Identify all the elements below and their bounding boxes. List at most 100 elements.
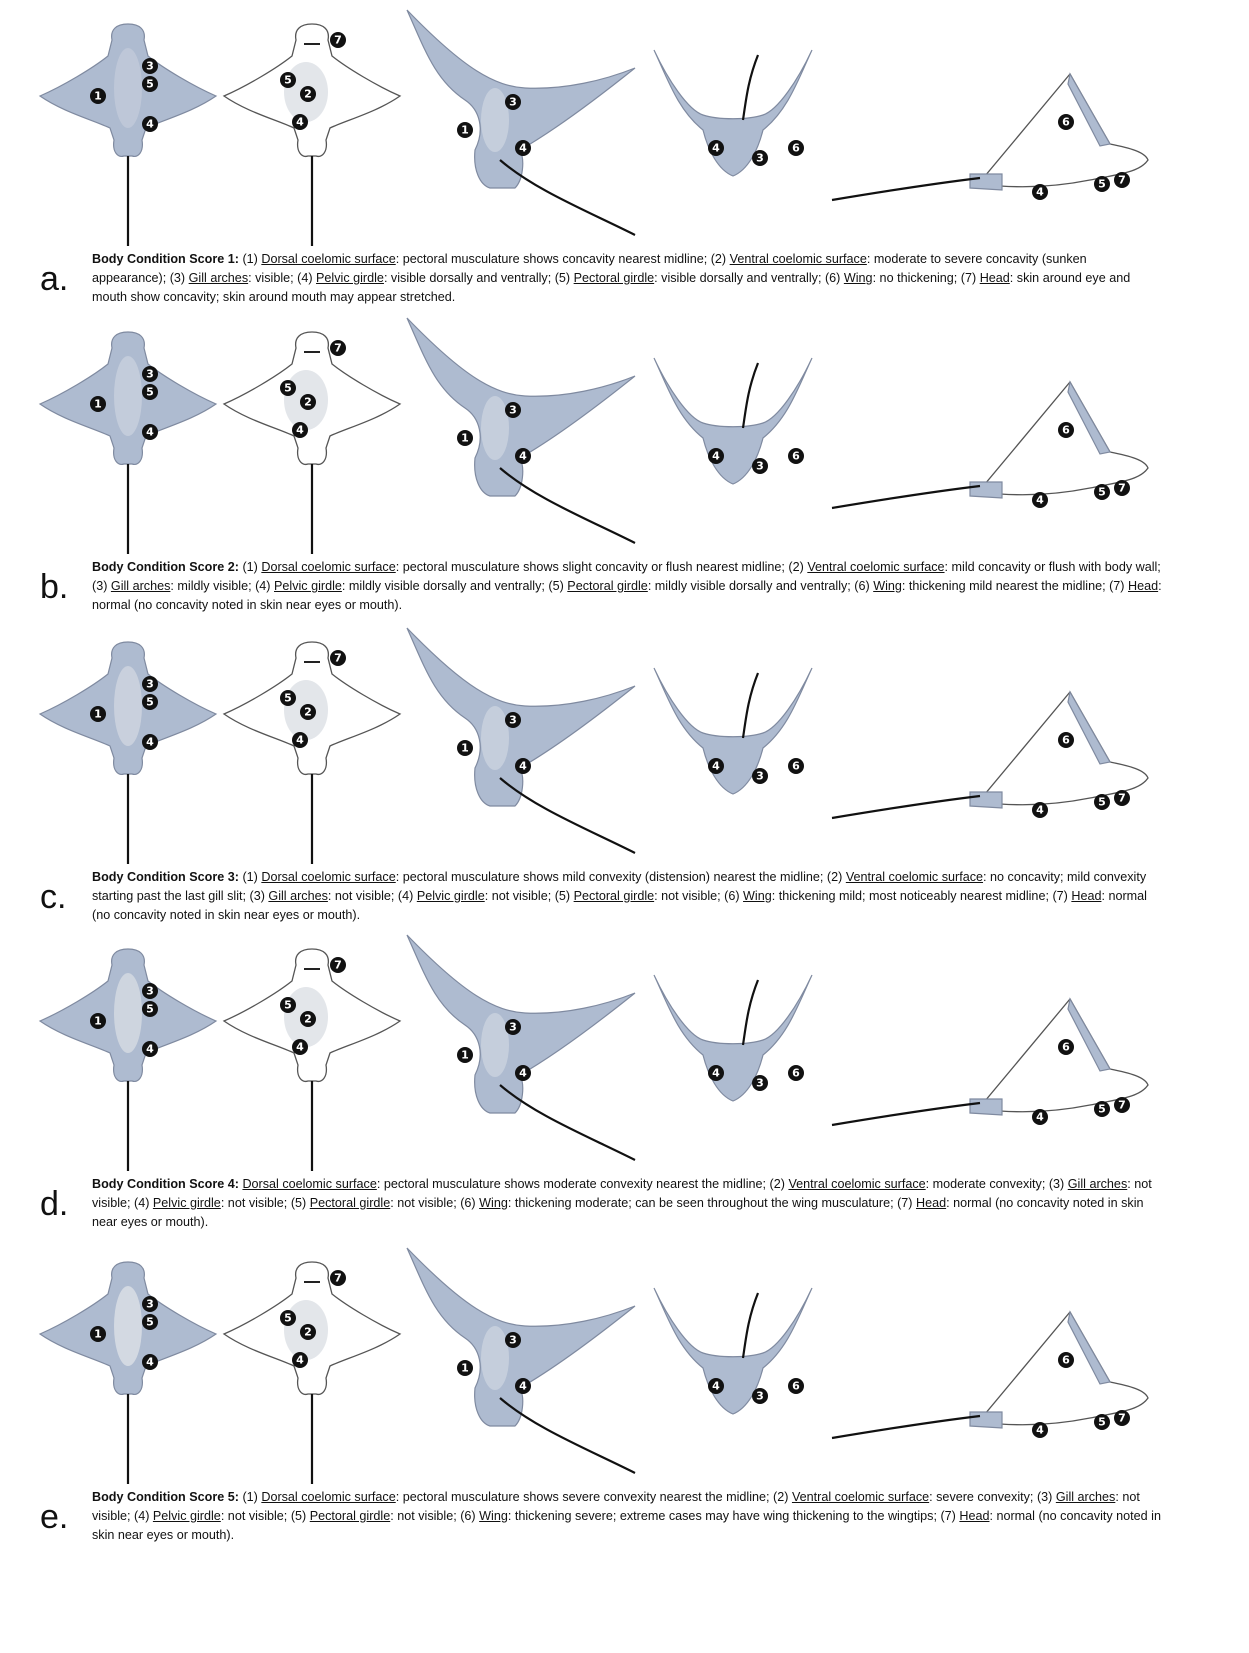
- criterion-text: : pectoral musculature shows slight conc…: [395, 560, 789, 574]
- criterion-text: : mildly visible dorsally and ventrally;: [647, 579, 855, 593]
- svg-text:3: 3: [509, 404, 517, 417]
- svg-text:6: 6: [1062, 1041, 1070, 1054]
- criterion-text: : skin around eye and mouth show concavi…: [92, 271, 1131, 304]
- marker: 6: [788, 758, 804, 774]
- criterion-label: Wing: [843, 271, 873, 285]
- marker: 4: [1032, 184, 1048, 200]
- marker: 3: [752, 150, 768, 166]
- marker: 1: [90, 1326, 106, 1342]
- marker: 1: [457, 1047, 473, 1063]
- svg-text:2: 2: [304, 706, 312, 719]
- svg-text:4: 4: [146, 736, 154, 749]
- svg-text:5: 5: [284, 692, 292, 705]
- marker: 4: [142, 734, 158, 750]
- criterion-text: : not visible;: [220, 1509, 291, 1523]
- ventral-view: 7 5 2 4: [222, 331, 402, 554]
- criterion-number: (2): [773, 1490, 789, 1504]
- criterion-text: : not visible;: [92, 1490, 1140, 1523]
- criterion-number: (3): [1036, 1490, 1053, 1504]
- criterion-number: (4): [297, 271, 313, 285]
- criterion-text: : mild concavity or flush with body wall…: [944, 560, 1161, 574]
- svg-text:4: 4: [712, 450, 720, 463]
- svg-text:4: 4: [519, 1380, 527, 1393]
- dorsal-view: 1 3 5 4: [38, 948, 218, 1171]
- criterion-label: Dorsal coelomic surface: [242, 1177, 377, 1191]
- svg-text:6: 6: [792, 1380, 800, 1393]
- svg-text:2: 2: [304, 88, 312, 101]
- svg-text:4: 4: [519, 1067, 527, 1080]
- criterion-label: Pectoral girdle: [309, 1509, 391, 1523]
- criterion-label: Dorsal coelomic surface: [261, 870, 396, 884]
- marker: 3: [752, 458, 768, 474]
- marker: 5: [1094, 1414, 1110, 1430]
- marker: 7: [330, 650, 346, 666]
- svg-text:4: 4: [296, 116, 304, 129]
- marker: 5: [1094, 1101, 1110, 1117]
- marker: 7: [330, 340, 346, 356]
- marker: 7: [1114, 172, 1130, 188]
- frontal-view: 4 3 6: [653, 974, 813, 1102]
- svg-text:4: 4: [146, 118, 154, 131]
- criterion-label: Head: [1128, 579, 1159, 593]
- marker: 5: [142, 694, 158, 710]
- posterior-view: 3 1 4: [406, 317, 636, 544]
- marker: 1: [90, 396, 106, 412]
- criterion-text: : not visible;: [220, 1196, 291, 1210]
- criterion-number: (3): [169, 271, 186, 285]
- marker: 4: [1032, 1109, 1048, 1125]
- svg-text:5: 5: [284, 74, 292, 87]
- criterion-label: Gill arches: [188, 271, 249, 285]
- svg-text:5: 5: [1098, 796, 1106, 809]
- svg-text:5: 5: [284, 382, 292, 395]
- panel-caption: Body Condition Score 2: (1) Dorsal coelo…: [92, 558, 1162, 615]
- svg-text:1: 1: [461, 1049, 469, 1062]
- criterion-number: (4): [397, 889, 414, 903]
- svg-text:7: 7: [1118, 174, 1126, 187]
- svg-text:1: 1: [94, 1328, 102, 1341]
- svg-text:4: 4: [146, 1356, 154, 1369]
- criterion-text: : mildly visible;: [170, 579, 256, 593]
- criterion-number: (5): [548, 579, 564, 593]
- marker: 6: [788, 448, 804, 464]
- marker: 3: [505, 94, 521, 110]
- marker: 6: [1058, 1352, 1074, 1368]
- marker: 1: [457, 1360, 473, 1376]
- criterion-label: Ventral coelomic surface: [807, 560, 945, 574]
- criterion-label: Ventral coelomic surface: [791, 1490, 930, 1504]
- criterion-text: : normal (no concavity noted in skin nea…: [92, 889, 1147, 922]
- caption-title: Body Condition Score 2:: [92, 560, 239, 574]
- criterion-label: Head: [979, 271, 1010, 285]
- marker: 4: [142, 1041, 158, 1057]
- svg-text:5: 5: [1098, 1416, 1106, 1429]
- frontal-view: 4 3 6: [653, 1287, 813, 1415]
- criterion-label: Ventral coelomic surface: [788, 1177, 926, 1191]
- svg-text:3: 3: [756, 152, 764, 165]
- svg-text:3: 3: [146, 1298, 154, 1311]
- svg-text:4: 4: [712, 1067, 720, 1080]
- svg-text:4: 4: [296, 424, 304, 437]
- svg-text:4: 4: [1036, 804, 1044, 817]
- criterion-number: (2): [710, 252, 727, 266]
- criterion-number: (7): [1052, 889, 1068, 903]
- posterior-view: 3 1 4: [406, 1247, 636, 1474]
- marker: 4: [142, 424, 158, 440]
- criterion-label: Pelvic girdle: [152, 1509, 221, 1523]
- marker: 4: [708, 448, 724, 464]
- criterion-text: : thickening moderate; can be seen throu…: [507, 1196, 898, 1210]
- marker: 3: [505, 402, 521, 418]
- svg-text:3: 3: [756, 460, 764, 473]
- svg-text:5: 5: [146, 78, 154, 91]
- svg-text:5: 5: [284, 999, 292, 1012]
- svg-text:7: 7: [334, 1272, 342, 1285]
- svg-text:5: 5: [146, 696, 154, 709]
- marker: 4: [1032, 1422, 1048, 1438]
- marker: 2: [300, 86, 316, 102]
- svg-text:6: 6: [1062, 424, 1070, 437]
- criterion-text: : thickening mild nearest the midline;: [901, 579, 1110, 593]
- svg-text:3: 3: [509, 714, 517, 727]
- criterion-number: (4): [134, 1509, 150, 1523]
- marker: 3: [142, 366, 158, 382]
- criterion-label: Pelvic girdle: [316, 271, 384, 285]
- svg-text:7: 7: [1118, 1412, 1126, 1425]
- svg-text:4: 4: [296, 1041, 304, 1054]
